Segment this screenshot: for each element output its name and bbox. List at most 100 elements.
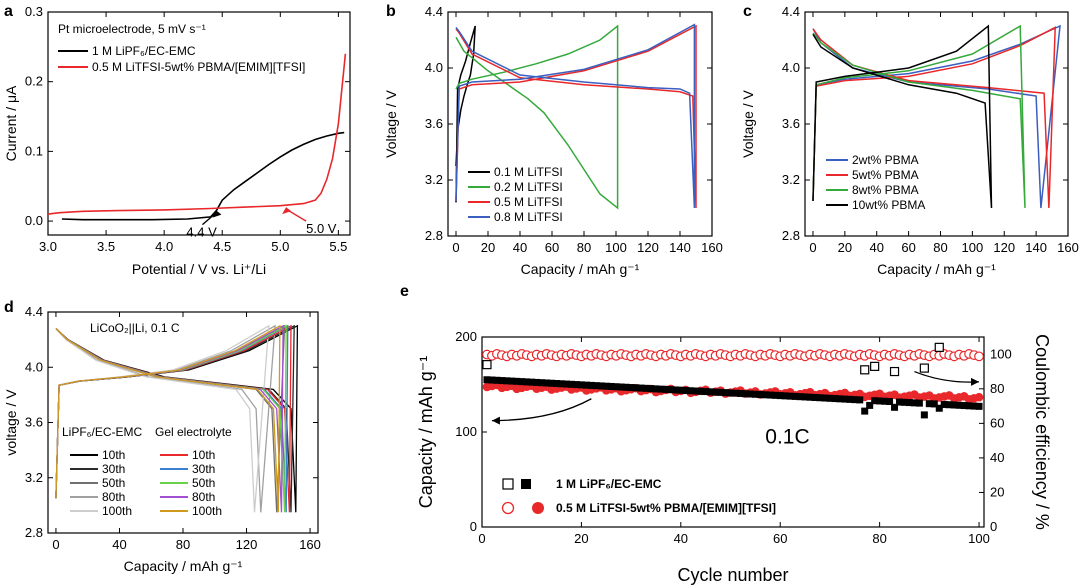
y-tick-label: 4.4 (25, 304, 43, 319)
x-tick-label: 0 (52, 537, 59, 552)
series-line (455, 23, 696, 209)
legend-label: 0.5 M LiTFSI (494, 195, 563, 209)
x-tick-label: 40 (112, 537, 126, 552)
x-tick-label: 40 (513, 240, 527, 255)
x-tick-label: 20 (481, 240, 495, 255)
annotation-arrowhead (282, 207, 292, 215)
legend-marker (521, 479, 531, 489)
data-point (577, 381, 585, 389)
data-point (627, 384, 635, 392)
x-tick-label: 60 (901, 240, 915, 255)
x-tick-label: 5.0 (271, 239, 289, 254)
data-point (687, 387, 695, 395)
y-tick-label: 2.8 (782, 228, 800, 243)
x-axis-label: Capacity / mAh g⁻¹ (124, 558, 243, 574)
data-point (841, 395, 849, 403)
chart-annotation: 0.1C (765, 425, 809, 448)
panel-letter: e (400, 283, 409, 300)
data-point (483, 376, 491, 384)
x-tick-label: 40 (674, 531, 688, 546)
y-tick-label: 3.2 (425, 172, 443, 187)
x-tick-label: 20 (574, 531, 588, 546)
legend-label: 10wt% PBMA (852, 198, 925, 212)
data-point (881, 397, 889, 405)
y-tick-label: 3.6 (782, 116, 800, 131)
y-tick-label: 4.4 (782, 4, 800, 19)
x-tick-label: 100 (605, 240, 627, 255)
data-point (508, 377, 516, 385)
y-tick-label: 3.2 (782, 172, 800, 187)
y2-tick-label: 60 (990, 415, 1004, 430)
panel-b: b 0 20 40 60 80 100 120 140 160 2.8 3.2 3.6 4.0 4.4 0.1… (383, 3, 723, 277)
data-point (761, 391, 769, 399)
data-point (707, 388, 715, 396)
data-point (488, 376, 496, 384)
x-tick-label: 140 (1025, 240, 1047, 255)
data-point (846, 395, 854, 403)
x-tick-label: 60 (545, 240, 559, 255)
y-tick-label: 3.2 (25, 470, 43, 485)
data-point (543, 379, 551, 387)
data-point (816, 394, 824, 402)
data-point (889, 366, 900, 377)
legend-label: 80th (102, 490, 125, 504)
data-point (826, 394, 834, 402)
data-point (831, 395, 839, 403)
data-point (622, 383, 630, 391)
series-line (812, 24, 1026, 209)
plot-frame (481, 336, 985, 528)
data-point (553, 380, 561, 388)
data-point (632, 384, 640, 392)
data-point (617, 383, 625, 391)
y-tick-label: 200 (455, 329, 477, 344)
data-point (682, 386, 690, 394)
x-tick-label: 100 (962, 240, 984, 255)
legend-label: 0.5 M LiTFSI-5wt% PBMA/[EMIM][TFSI] (556, 501, 776, 515)
series-line (47, 53, 347, 215)
data-point (587, 381, 595, 389)
y2-tick-label: 20 (990, 484, 1004, 499)
data-point (702, 388, 710, 396)
legend-label: 10th (192, 448, 215, 462)
data-point (919, 363, 929, 373)
data-point (602, 382, 610, 390)
legend-group-title: Gel electrolyte (155, 425, 232, 439)
x-tick-label: 80 (872, 531, 886, 546)
y-tick-label: 4.0 (782, 60, 800, 75)
panel-letter: c (743, 3, 752, 20)
data-point (637, 384, 645, 392)
axis-arrowhead (491, 416, 500, 425)
y-axis-label: Voltage / V (740, 89, 756, 157)
data-point (548, 379, 556, 387)
legend-label: 0.5 M LiTFSI-5wt% PBMA/[EMIM][TFSI] (92, 60, 305, 74)
data-point (751, 390, 759, 398)
annotation-arrow (201, 212, 217, 226)
x-tick-label: 100 (968, 531, 990, 546)
legend-marker (532, 502, 544, 514)
data-point (582, 381, 590, 389)
panel-letter: a (4, 3, 13, 20)
data-point (974, 351, 984, 362)
data-point (657, 385, 665, 393)
data-point (662, 385, 670, 393)
data-point (731, 389, 739, 397)
legend-marker (501, 501, 515, 515)
legend-label: 1 M LiPF₆/EC-EMC (92, 44, 196, 58)
plot-frame (47, 11, 351, 236)
legend-label: 100th (102, 504, 132, 518)
data-point (766, 391, 774, 399)
data-point (910, 399, 918, 407)
y2-tick-label: 80 (990, 381, 1004, 396)
data-point (915, 399, 923, 407)
data-point (870, 361, 880, 371)
data-point (975, 402, 983, 410)
x-tick-label: 4.0 (155, 239, 173, 254)
data-point (821, 394, 829, 402)
x-axis-label: Capacity / mAh g⁻¹ (877, 261, 996, 277)
data-point (741, 390, 749, 398)
panel-c: c 0 20 40 60 80 100 120 140 160 2.8 3.2 3.6 4.0 4.4 2wt… (740, 3, 1079, 277)
x-tick-label: 80 (176, 537, 190, 552)
legend-label: 100th (192, 504, 222, 518)
legend-marker (502, 478, 514, 490)
